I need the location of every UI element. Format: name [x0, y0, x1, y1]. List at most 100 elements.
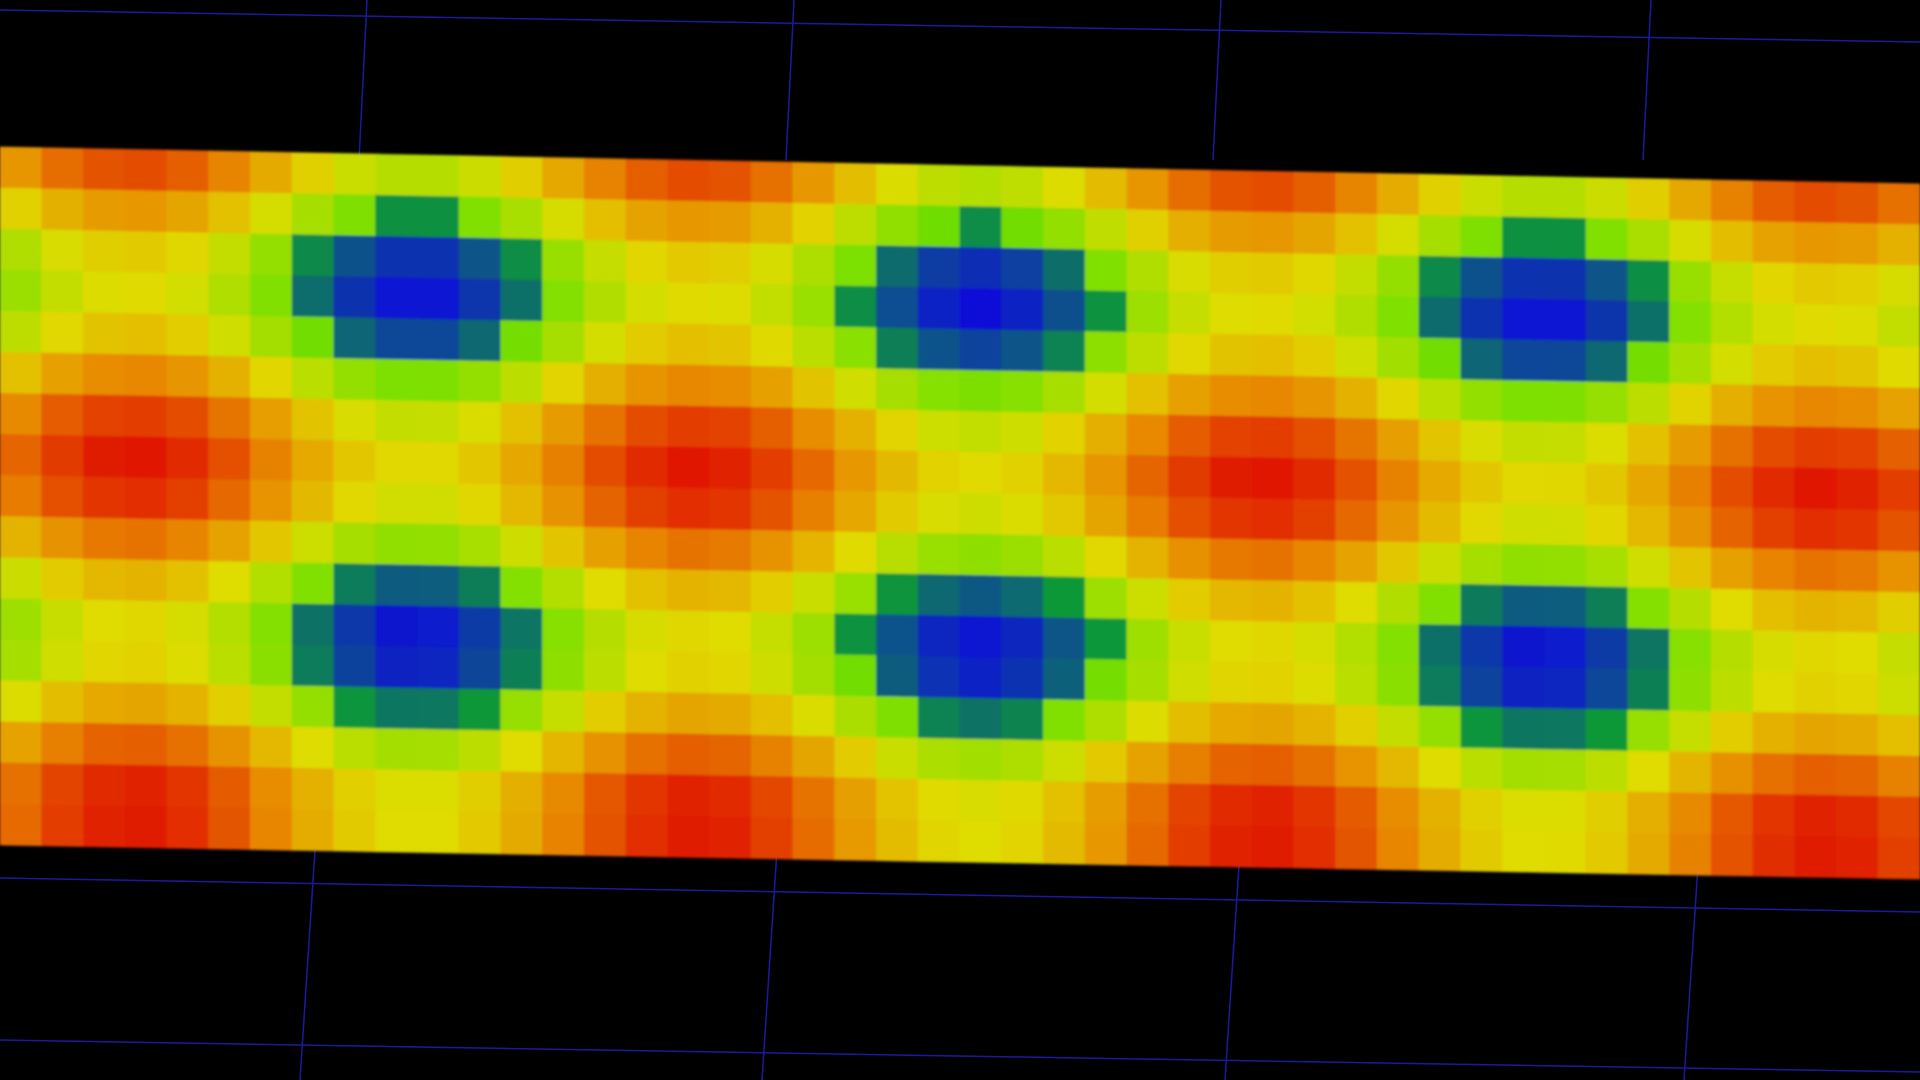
surface-cell [625, 363, 669, 407]
surface-cell [249, 602, 293, 646]
surface-cell [1502, 298, 1545, 341]
surface-cell [291, 398, 335, 442]
surface-cell [458, 811, 502, 855]
surface-cell [1502, 830, 1545, 873]
surface-cell [667, 774, 710, 818]
surface-cell [1585, 708, 1629, 752]
surface-cell [959, 206, 1003, 249]
surface-cell [1001, 657, 1044, 701]
surface-cell [1669, 669, 1712, 713]
surface-cell [1877, 755, 1920, 798]
surface-cell [876, 737, 919, 780]
surface-cell [124, 559, 168, 603]
surface-cell [416, 277, 460, 321]
surface-cell [333, 809, 377, 853]
surface-cell [959, 369, 1003, 413]
surface-cell [458, 401, 502, 445]
surface-cell [500, 443, 543, 486]
surface-cell [333, 481, 377, 524]
surface-cell [1794, 794, 1837, 838]
surface-cell [1168, 373, 1211, 417]
surface-cell [1794, 835, 1837, 878]
surface-cell [1710, 752, 1754, 795]
surface-cell [1585, 504, 1629, 548]
surface-cell [83, 517, 126, 561]
surface-cell [1084, 495, 1128, 538]
surface-cell [1794, 549, 1837, 592]
surface-cell [834, 449, 877, 493]
surface-cell [1669, 178, 1712, 222]
surface-cell [1877, 673, 1920, 716]
surface-cell [542, 321, 585, 364]
surface-cell [667, 528, 710, 572]
surface-cell [500, 484, 543, 527]
surface-cell [1669, 751, 1712, 794]
surface-cell [1502, 707, 1545, 751]
surface-cell [1001, 534, 1044, 578]
surface-cell [542, 608, 585, 651]
surface-cell [1669, 505, 1712, 549]
surface-cell [291, 316, 335, 360]
surface-cell [1210, 292, 1253, 336]
surface-cell [1752, 221, 1796, 264]
surface-cell [1126, 250, 1170, 293]
surface-cell [375, 810, 418, 853]
surface-cell [0, 598, 43, 641]
surface-cell [1627, 750, 1670, 794]
surface-cell [1627, 587, 1670, 630]
surface-cell [291, 603, 335, 647]
surface-cell [876, 245, 919, 289]
surface-cell [1126, 577, 1170, 621]
surface-cell [1126, 332, 1170, 375]
surface-cell [625, 732, 669, 776]
surface-cell [1377, 828, 1420, 871]
surface-cell [1543, 299, 1587, 342]
surface-cell [1251, 457, 1295, 500]
surface-cell [166, 313, 210, 357]
surface-cell [208, 150, 251, 194]
surface-cell [375, 523, 418, 566]
surface-cell [625, 814, 669, 858]
surface-cell [208, 314, 251, 358]
surface-cell [959, 820, 1003, 864]
surface-cell [834, 695, 877, 739]
surface-cell [1877, 387, 1920, 430]
surface-cell [1543, 503, 1587, 547]
surface-cell [1084, 249, 1128, 293]
surface-cell [1168, 701, 1211, 745]
surface-cell [792, 284, 836, 328]
surface-cell [41, 640, 84, 683]
surface-cell [458, 237, 502, 281]
surface-cell [1543, 217, 1587, 260]
surface-cell [1043, 535, 1086, 578]
surface-cell [542, 731, 585, 774]
surface-cell [1710, 179, 1754, 223]
surface-cell [667, 733, 710, 777]
surface-cell [1836, 509, 1879, 552]
surface-cell [917, 696, 961, 740]
surface-cell [1502, 380, 1545, 423]
surface-cell [625, 691, 669, 735]
surface-cell [1377, 418, 1420, 462]
surface-cell [1585, 831, 1629, 875]
surface-cell [1543, 258, 1587, 301]
surface-cell [333, 276, 377, 319]
surface-cell [1627, 218, 1670, 262]
surface-cell [124, 600, 168, 644]
grid-line [1642, 0, 1652, 161]
surface-cell [416, 482, 460, 526]
surface-cell [542, 198, 585, 241]
surface-cell [500, 156, 543, 199]
surface-cell [876, 778, 919, 821]
surface-cell [1210, 784, 1253, 827]
surface-cell [876, 696, 919, 739]
surface-cell [1377, 377, 1420, 421]
surface-cell [1210, 702, 1253, 745]
surface-cell [792, 202, 836, 246]
surface-cell [1043, 494, 1086, 537]
surface-cell [1669, 833, 1712, 876]
surface-cell [1335, 786, 1378, 829]
surface-cell [458, 729, 502, 773]
surface-cell [458, 688, 502, 732]
